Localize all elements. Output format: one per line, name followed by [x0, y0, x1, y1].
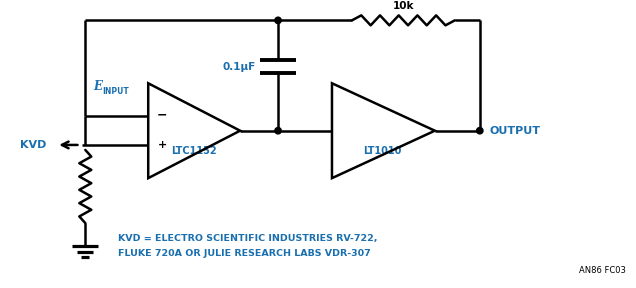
Text: E: E [93, 80, 102, 93]
Circle shape [275, 128, 281, 134]
Text: 10k: 10k [392, 1, 414, 11]
Text: INPUT: INPUT [102, 87, 129, 96]
Text: −: − [157, 109, 167, 122]
Circle shape [275, 17, 281, 24]
Text: +: + [158, 140, 167, 150]
Text: OUTPUT: OUTPUT [490, 126, 541, 136]
Text: KVD: KVD [20, 140, 46, 150]
Text: LT1010: LT1010 [363, 146, 401, 156]
Text: 0.1μF: 0.1μF [223, 62, 256, 72]
Text: AN86 FC03: AN86 FC03 [579, 266, 626, 274]
Text: LTC1152: LTC1152 [171, 146, 217, 156]
Circle shape [476, 128, 483, 134]
Text: KVD = ELECTRO SCIENTIFIC INDUSTRIES RV-722,: KVD = ELECTRO SCIENTIFIC INDUSTRIES RV-7… [118, 234, 378, 242]
Text: FLUKE 720A OR JULIE RESEARCH LABS VDR-307: FLUKE 720A OR JULIE RESEARCH LABS VDR-30… [118, 249, 371, 257]
